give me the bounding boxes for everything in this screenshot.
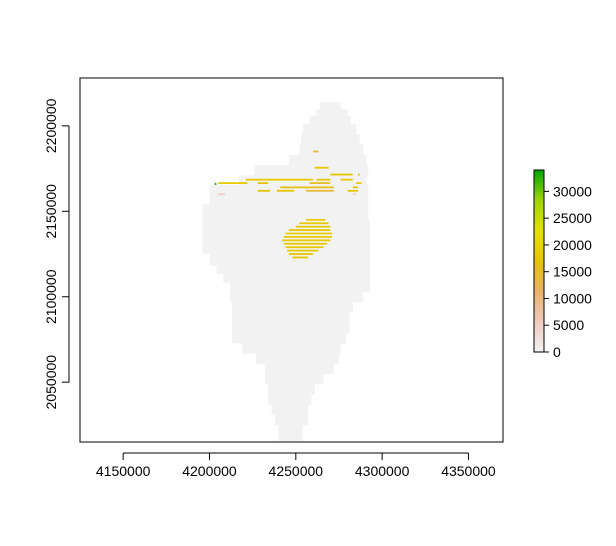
region-cell-row bbox=[319, 101, 341, 110]
legend-tick-label: 0 bbox=[553, 344, 561, 360]
region-cell-row bbox=[316, 108, 348, 117]
raster-cell bbox=[306, 218, 326, 221]
x-axis: 4150000 4200000 4250000 4300000 4350000 bbox=[96, 452, 496, 479]
legend-tick-label: 30000 bbox=[553, 183, 592, 199]
y-tick-label: 2200000 bbox=[43, 98, 59, 153]
region-cell-row bbox=[202, 236, 371, 254]
raster-cell bbox=[276, 189, 295, 192]
legend-color-bar bbox=[533, 169, 545, 353]
region-cell-row bbox=[230, 282, 371, 293]
raster-cell bbox=[218, 193, 226, 196]
raster-cell bbox=[214, 183, 217, 185]
raster-cell bbox=[330, 173, 353, 176]
raster-region bbox=[202, 101, 371, 441]
region-cell-row bbox=[268, 383, 315, 395]
x-tick-label: 4200000 bbox=[182, 463, 237, 479]
raster-cell bbox=[309, 182, 331, 184]
region-cell-row bbox=[231, 301, 353, 313]
raster-cell bbox=[314, 166, 329, 169]
region-cell-row bbox=[202, 204, 369, 221]
legend-tick-label: 25000 bbox=[553, 210, 592, 226]
region-cell-row bbox=[300, 134, 360, 146]
region-cell-row bbox=[209, 253, 371, 266]
raster-cell bbox=[306, 189, 334, 192]
plot-frame bbox=[79, 77, 504, 443]
region-cell-row bbox=[209, 193, 369, 205]
raster-cell bbox=[288, 229, 331, 231]
raster-cell bbox=[352, 186, 358, 189]
region-cell-row bbox=[223, 273, 371, 283]
raster-cell bbox=[280, 186, 334, 189]
color-legend: 0 5000 10000 15000 20000 25000 30000 bbox=[533, 169, 592, 360]
x-tick-label: 4300000 bbox=[355, 463, 410, 479]
region-cell-row bbox=[278, 424, 303, 435]
legend-tick-label: 15000 bbox=[553, 264, 592, 280]
region-cell-row bbox=[278, 434, 303, 441]
region-cell-row bbox=[230, 291, 364, 303]
legend-tick-label: 20000 bbox=[553, 237, 592, 253]
raster-cell bbox=[357, 173, 360, 176]
raster-cell bbox=[347, 189, 358, 192]
raster-cell bbox=[285, 232, 333, 235]
raster-cell bbox=[356, 182, 362, 184]
legend-tick-label: 10000 bbox=[553, 290, 592, 306]
region-cell-row bbox=[299, 144, 364, 156]
y-axis: 2050000 2100000 2150000 2200000 bbox=[43, 98, 70, 410]
raster-values bbox=[214, 150, 362, 259]
region-cell-row bbox=[275, 414, 308, 426]
raster-cell bbox=[288, 253, 314, 255]
region-cell-row bbox=[268, 394, 312, 405]
region-cell-row bbox=[231, 322, 350, 334]
raster-cell bbox=[340, 178, 353, 181]
x-tick-label: 4250000 bbox=[269, 463, 324, 479]
y-tick-label: 2150000 bbox=[43, 184, 59, 239]
legend-tick-label: 5000 bbox=[553, 317, 584, 333]
region-cell-row bbox=[231, 312, 350, 323]
raster-cell bbox=[313, 150, 319, 153]
region-cell-row bbox=[202, 219, 371, 238]
region-cell-row bbox=[254, 165, 369, 176]
plot-area bbox=[79, 77, 504, 443]
region-cell-row bbox=[264, 373, 324, 385]
x-tick-label: 4150000 bbox=[96, 463, 151, 479]
raster-cell bbox=[285, 246, 324, 249]
region-cell-row bbox=[271, 404, 308, 416]
region-cell-row bbox=[288, 154, 367, 166]
raster-cell bbox=[218, 182, 248, 184]
raster-cell bbox=[245, 178, 314, 181]
region-cell-row bbox=[256, 353, 339, 364]
region-cell-row bbox=[242, 342, 341, 354]
raster-cell bbox=[257, 182, 269, 184]
raster-cell bbox=[287, 249, 319, 252]
raster-cell bbox=[299, 222, 329, 225]
y-tick-label: 2100000 bbox=[43, 269, 59, 324]
region-cell-row bbox=[302, 124, 357, 135]
raster-cell bbox=[257, 189, 270, 192]
region-cell-row bbox=[264, 363, 334, 375]
x-tick-label: 4350000 bbox=[441, 463, 496, 479]
region-cell-row bbox=[309, 115, 352, 125]
raster-cell bbox=[295, 225, 331, 228]
raster-cell bbox=[292, 256, 308, 259]
raster-cell bbox=[283, 236, 333, 238]
y-tick-label: 2050000 bbox=[43, 355, 59, 410]
raster-cell bbox=[316, 178, 331, 181]
region-cell-row bbox=[231, 332, 346, 344]
raster-cell bbox=[282, 239, 331, 242]
raster-cell bbox=[352, 193, 357, 196]
region-cell-row bbox=[216, 265, 371, 275]
raster-cell bbox=[283, 242, 327, 245]
region-cell-row bbox=[209, 184, 369, 194]
